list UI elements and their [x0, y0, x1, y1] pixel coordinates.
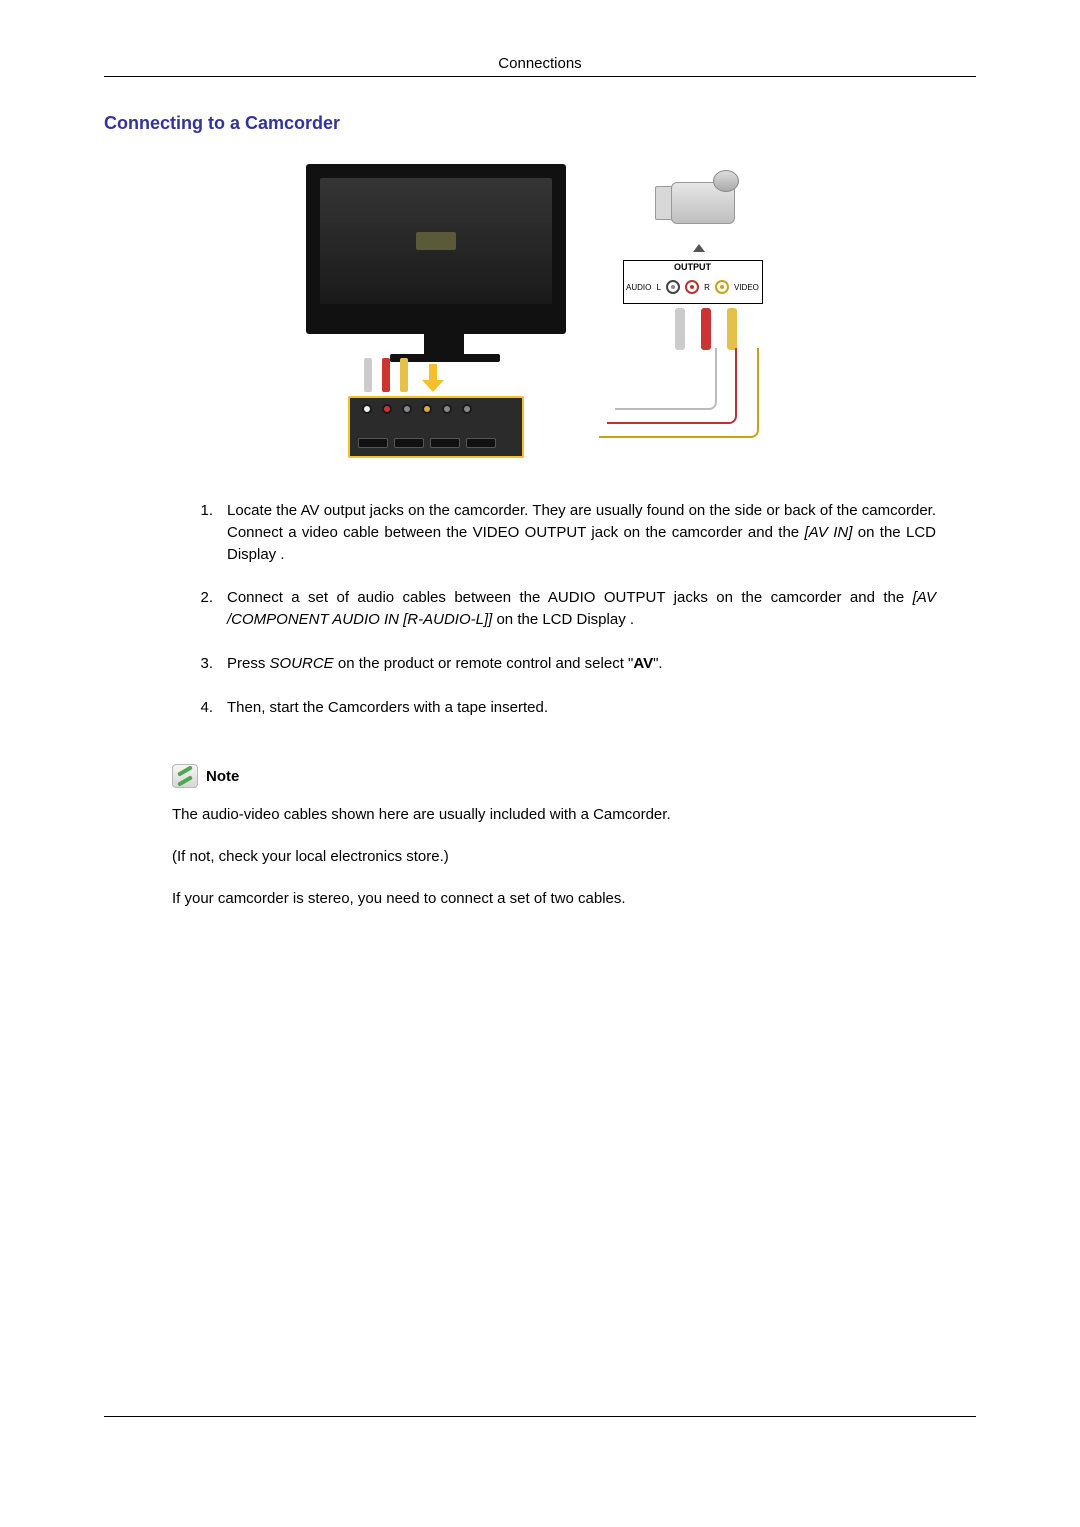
- arrow-down-icon: [424, 364, 442, 392]
- section-title: Connecting to a Camcorder: [104, 113, 976, 134]
- step-text-run: on the product or remote control and sel…: [334, 655, 634, 672]
- step-text-italic: [AV IN]: [805, 524, 853, 541]
- step-item: 1.Locate the AV output jacks on the camc…: [189, 500, 936, 565]
- step-text: Connect a set of audio cables between th…: [227, 587, 936, 631]
- connection-diagram: OUTPUT AUDIO L R VIDEO: [298, 152, 783, 472]
- step-text: Locate the AV output jacks on the camcor…: [227, 500, 936, 565]
- rca-plugs-camcorder-side: [675, 308, 737, 350]
- steps-list: 1.Locate the AV output jacks on the camc…: [189, 500, 936, 718]
- note-paragraph: (If not, check your local electronics st…: [172, 846, 976, 868]
- camcorder-output-panel: OUTPUT AUDIO L R VIDEO: [623, 260, 763, 304]
- video-port: [715, 280, 729, 294]
- note-paragraph: If your camcorder is stereo, you need to…: [172, 888, 976, 910]
- tv-input-panel: [348, 396, 524, 458]
- note-label: Note: [206, 768, 239, 785]
- running-head: Connections: [104, 55, 976, 72]
- audio-l-port: [666, 280, 680, 294]
- video-label: VIDEO: [734, 283, 759, 292]
- audio-label: AUDIO: [626, 283, 651, 292]
- step-text-run: on the LCD Display .: [492, 611, 634, 628]
- step-number: 2.: [189, 587, 213, 631]
- step-item: 2. Connect a set of audio cables between …: [189, 587, 936, 631]
- step-item: 4. Then, start the Camcorders with a tape…: [189, 697, 936, 719]
- output-title: OUTPUT: [624, 261, 762, 272]
- cable-white: [615, 348, 717, 410]
- top-rule: [104, 76, 976, 77]
- note-paragraph: The audio-video cables shown here are us…: [172, 804, 976, 826]
- step-number: 4.: [189, 697, 213, 719]
- step-number: 3.: [189, 653, 213, 675]
- step-text: Press SOURCE on the product or remote co…: [227, 653, 936, 675]
- right-label: R: [704, 283, 710, 292]
- step-text-run: Then, start the Camcorders with a tape i…: [227, 699, 548, 716]
- step-number: 1.: [189, 500, 213, 565]
- figure-container: OUTPUT AUDIO L R VIDEO: [104, 152, 976, 472]
- step-item: 3. Press SOURCE on the product or remote …: [189, 653, 936, 675]
- bottom-rule: [104, 1416, 976, 1417]
- camcorder-illustration: [651, 160, 751, 240]
- left-label: L: [656, 283, 660, 292]
- step-text-run: Connect a set of audio cables between th…: [227, 589, 913, 606]
- step-text-run: ".: [653, 655, 663, 672]
- arrow-up-icon: [693, 244, 705, 256]
- step-text-italic: SOURCE: [270, 655, 334, 672]
- step-text-bold: AV: [633, 655, 653, 672]
- audio-r-port: [685, 280, 699, 294]
- step-text-run: Press: [227, 655, 270, 672]
- rca-plugs-tv-side: [364, 358, 408, 392]
- note-icon: [172, 764, 198, 788]
- step-text: Then, start the Camcorders with a tape i…: [227, 697, 936, 719]
- tv-illustration: [306, 164, 566, 334]
